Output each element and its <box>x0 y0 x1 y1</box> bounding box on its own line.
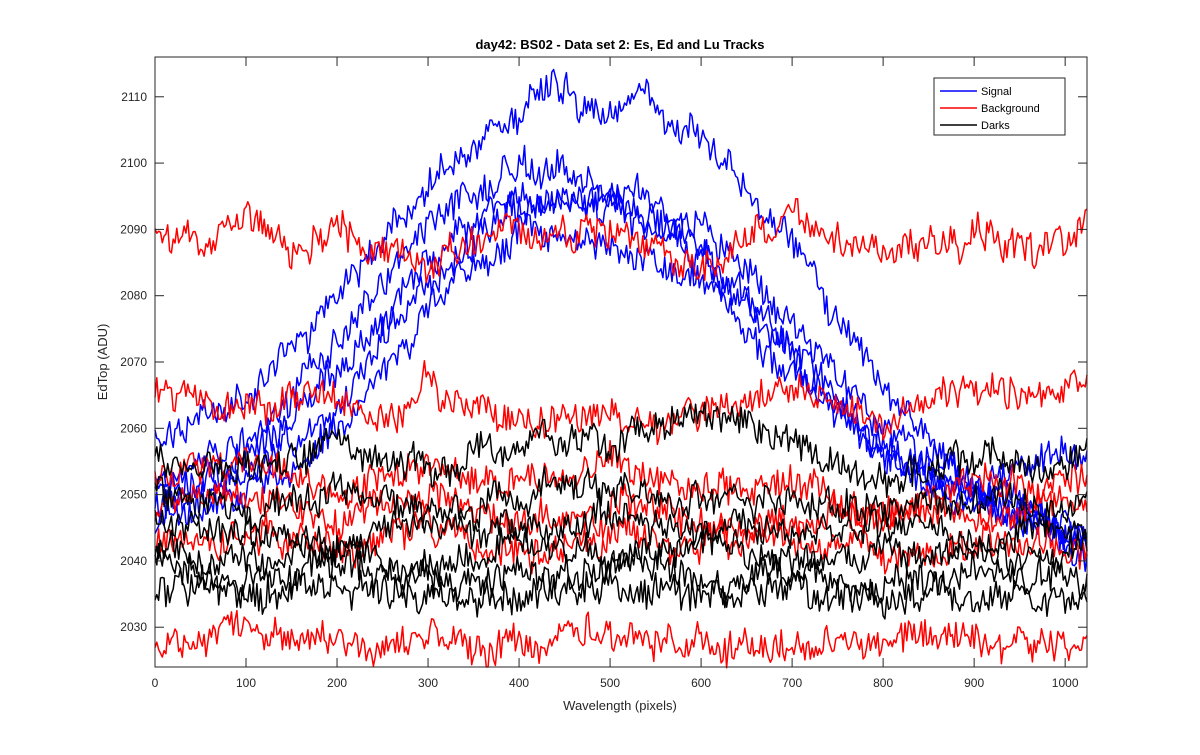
legend: Signal Background Darks <box>933 77 1066 136</box>
y-tick-label: 2050 <box>120 488 147 502</box>
x-tick-label: 100 <box>236 676 256 690</box>
series-line-darks <box>154 465 1088 534</box>
series-line-signal <box>154 186 1088 545</box>
y-axis-label: EdTop (ADU) <box>95 324 110 401</box>
y-tick-label: 2030 <box>120 620 147 634</box>
x-tick-label: 1000 <box>1052 676 1079 690</box>
legend-label: Darks <box>981 120 1010 132</box>
x-tick-label: 900 <box>964 676 984 690</box>
series-line-darks <box>154 542 1088 609</box>
legend-label: Signal <box>981 86 1012 98</box>
x-tick-label: 200 <box>327 676 347 690</box>
chart-title: day42: BS02 - Data set 2: Es, Ed and Lu … <box>475 37 764 52</box>
y-tick-label: 2080 <box>120 289 147 303</box>
series-line-darks <box>154 518 1088 583</box>
y-tick-label: 2040 <box>120 554 147 568</box>
y-tick-label: 2090 <box>120 222 147 236</box>
series-line-background <box>154 197 1088 284</box>
legend-label: Background <box>981 103 1040 115</box>
x-axis: 0 100 200 300 400 500 600 700 800 900 1000 <box>152 57 1079 690</box>
series-line-darks <box>154 567 1088 620</box>
x-tick-label: 600 <box>691 676 711 690</box>
y-axis: 2030 2040 2050 2060 2070 2080 2090 2100 2110 <box>120 90 1087 634</box>
series-layer <box>154 68 1088 669</box>
x-axis-label: Wavelength (pixels) <box>563 698 677 713</box>
x-tick-label: 500 <box>600 676 620 690</box>
series-line-signal <box>154 68 1088 572</box>
x-tick-label: 300 <box>418 676 438 690</box>
x-tick-label: 0 <box>152 676 159 690</box>
y-tick-label: 2070 <box>120 355 147 369</box>
x-tick-label: 800 <box>873 676 893 690</box>
series-line-darks <box>154 401 1088 499</box>
series-line-signal <box>154 182 1088 552</box>
series-line-background <box>154 609 1088 669</box>
y-tick-label: 2060 <box>120 421 147 435</box>
x-tick-label: 400 <box>509 676 529 690</box>
x-tick-label: 700 <box>782 676 802 690</box>
y-tick-label: 2100 <box>120 156 147 170</box>
y-tick-label: 2110 <box>121 90 147 104</box>
